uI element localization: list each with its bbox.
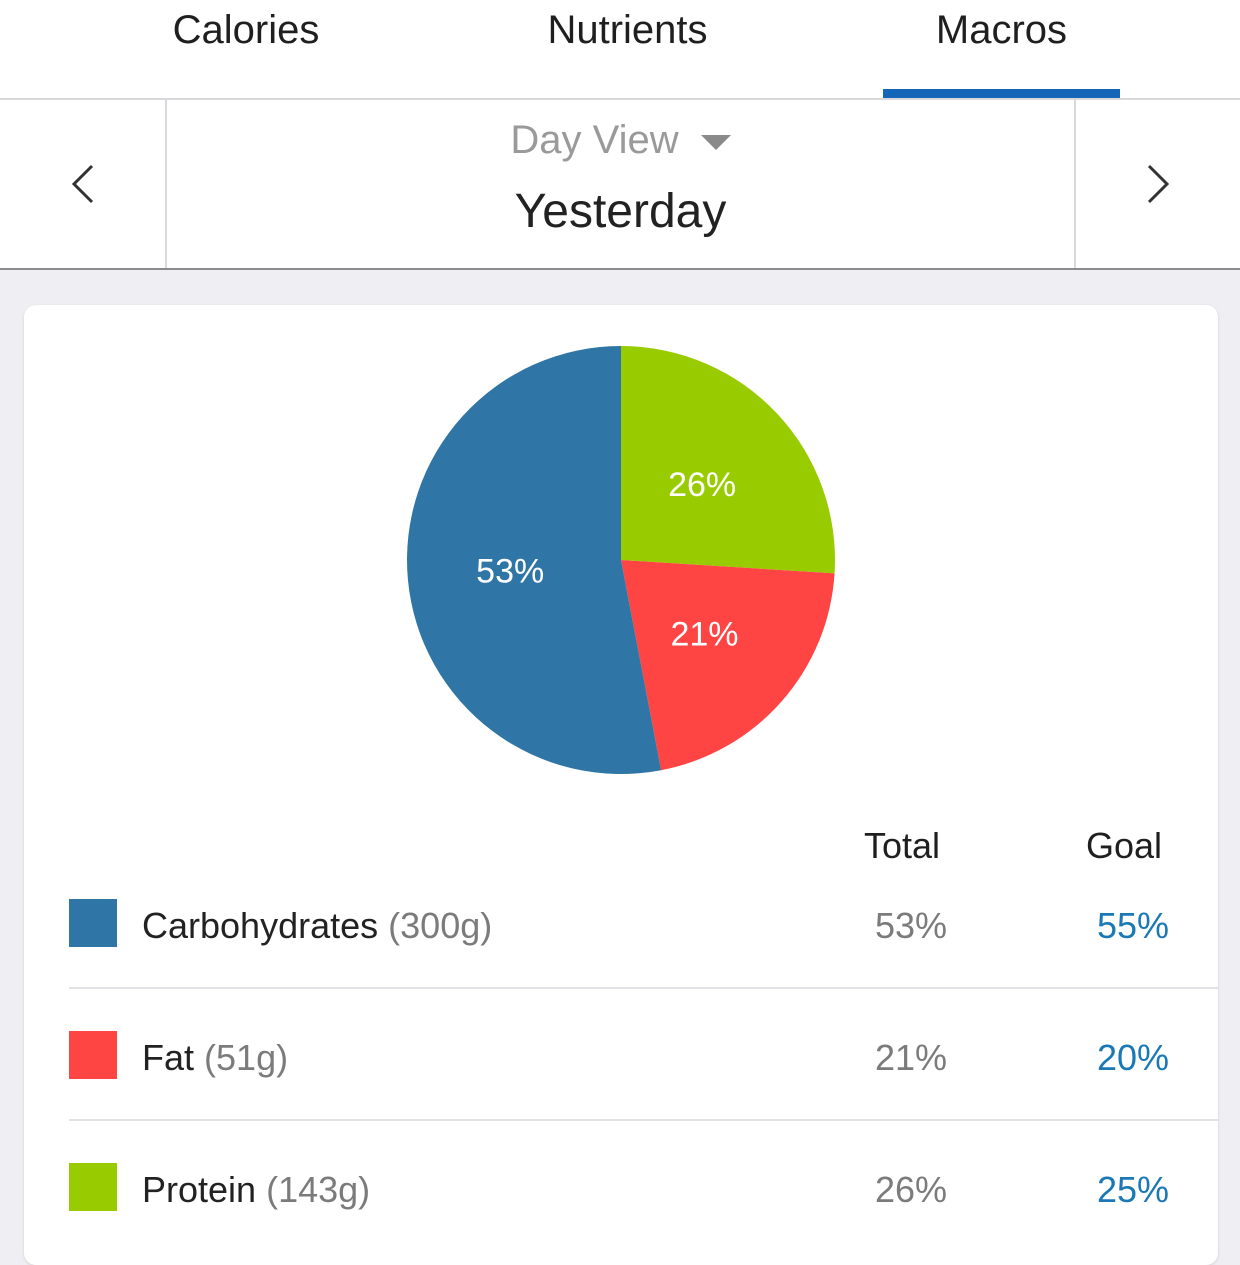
macro-name: Fat — [142, 1037, 195, 1078]
pie-slice-carbohydrates — [406, 346, 662, 774]
tab-calories[interactable]: Calories — [60, 0, 432, 98]
row-divider — [69, 1119, 1218, 1121]
macro-name: Carbohydrates — [142, 905, 379, 946]
macro-total: 21% — [875, 1037, 948, 1078]
macro-label: Protein (143g) — [142, 1169, 370, 1211]
caret-down-icon — [700, 134, 731, 150]
macro-row-fat: Fat (51g) 21% 20% — [69, 989, 1218, 1121]
pie-label-protein: 26% — [668, 466, 736, 504]
macro-label: Fat (51g) — [142, 1037, 288, 1079]
view-dropdown[interactable]: Day View — [167, 118, 1074, 163]
date-navigator: Day View Yesterday — [0, 100, 1240, 270]
date-selector: Day View Yesterday — [167, 100, 1074, 268]
previous-day-button[interactable] — [0, 100, 167, 268]
tab-macros[interactable]: Macros — [883, 0, 1120, 98]
pie-slice-fat — [621, 560, 835, 771]
macros-pie-chart: 26% 21% 53% — [406, 346, 835, 774]
macro-total: 26% — [875, 1169, 948, 1210]
chevron-left-icon — [71, 164, 93, 204]
tab-nutrients[interactable]: Nutrients — [440, 0, 815, 98]
macro-label: Carbohydrates (300g) — [142, 905, 492, 947]
tab-bar: Calories Nutrients Macros — [0, 0, 1240, 100]
macro-row-protein: Protein (143g) 26% 25% — [69, 1121, 1218, 1253]
pie-slice-protein — [621, 346, 835, 574]
macro-grams: (300g) — [388, 905, 493, 946]
macro-goal: 20% — [1097, 1037, 1170, 1078]
active-tab-indicator — [883, 89, 1120, 98]
macro-grams: (143g) — [266, 1169, 371, 1210]
view-dropdown-label: Day View — [510, 118, 679, 162]
protein-swatch — [69, 1163, 117, 1211]
goal-column-header: Goal — [1086, 825, 1163, 866]
tab-macros-label: Macros — [935, 8, 1068, 52]
macro-row-carbohydrates: Carbohydrates (300g) 53% 55% — [69, 857, 1218, 989]
macro-goal: 55% — [1097, 905, 1170, 946]
macros-card: 26% 21% 53% Total Goal Carbohydrates (300g… — [24, 305, 1218, 1265]
macro-total: 53% — [875, 905, 948, 946]
macro-grams: (51g) — [204, 1037, 289, 1078]
next-day-button[interactable] — [1074, 100, 1240, 268]
macro-name: Protein — [142, 1169, 257, 1210]
tab-calories-label: Calories — [172, 8, 320, 52]
macro-goal: 25% — [1097, 1169, 1170, 1210]
carbohydrates-swatch — [69, 899, 117, 947]
chevron-right-icon — [1147, 164, 1170, 204]
selected-date-label: Yesterday — [514, 185, 727, 238]
pie-label-carbohydrates: 53% — [476, 552, 544, 590]
pie-label-fat: 21% — [670, 616, 738, 654]
total-column-header: Total — [864, 825, 941, 866]
tab-nutrients-label: Nutrients — [547, 8, 708, 52]
fat-swatch — [69, 1031, 117, 1079]
row-divider — [69, 987, 1218, 989]
